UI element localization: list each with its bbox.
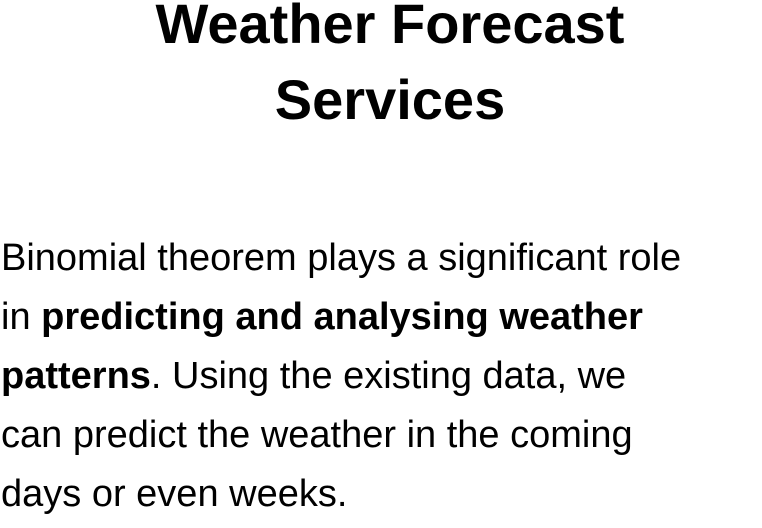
title-line-2: Services	[274, 68, 506, 131]
paragraph-line-4: can predict the weather in the coming	[1, 414, 633, 456]
paragraph-line-3-suffix: . Using the existing data, we	[150, 355, 627, 397]
title-line-1: Weather Forecast	[155, 0, 625, 55]
emphasis-text-1: predicting and analysing weather	[41, 296, 643, 338]
body-paragraph: Binomial theorem plays a significant rol…	[1, 229, 762, 524]
paragraph-line-5: days or even weeks.	[1, 473, 348, 515]
paragraph-line-1: Binomial theorem plays a significant rol…	[1, 237, 682, 279]
emphasis-text-2: patterns	[1, 355, 151, 397]
paragraph-line-2-prefix: in	[1, 296, 42, 338]
page-title: Weather Forecast Services	[0, 0, 762, 138]
